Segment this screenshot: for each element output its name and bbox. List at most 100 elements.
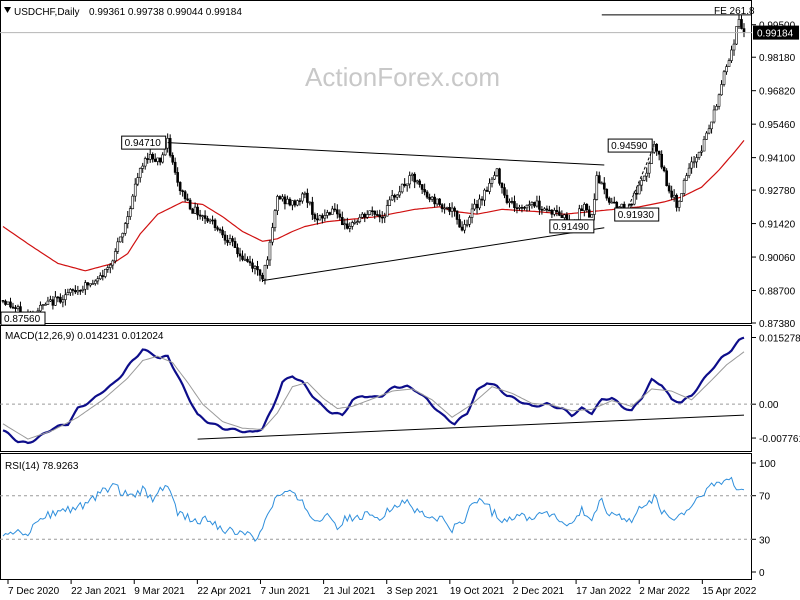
candle [695,154,698,168]
candle-body [123,223,127,234]
candle-body [373,210,377,215]
candle-body [166,138,169,149]
candle [206,215,209,224]
candle-body [520,207,524,209]
candle [390,189,394,201]
candle-body [171,155,174,163]
candle-body [717,94,721,107]
candle [735,26,738,46]
candle [588,205,591,218]
candle-body [535,200,539,207]
candle [258,268,262,282]
candle [51,296,55,310]
candle [116,237,120,255]
candle-body [278,196,282,200]
price-annotation-label: 0.94710 [125,138,162,149]
candle-body [266,259,269,266]
candle [682,178,686,197]
price-tick-label: 0.88700 [759,287,796,298]
candle-body [458,219,461,228]
candle-body [423,189,426,193]
candle-body [113,251,117,262]
candle-body [79,289,82,292]
candle-body [54,296,57,306]
candle [435,198,439,207]
candle [445,206,449,211]
candle [460,221,464,232]
candle-body [578,208,581,220]
candle [415,179,419,185]
candle-body [191,208,194,214]
candle [246,256,249,263]
candle-body [705,132,708,140]
candle [273,209,277,232]
candle [343,218,347,230]
candle-body [518,207,521,209]
candle-body [101,275,105,277]
candle-body [465,223,469,226]
candle-body [727,60,731,67]
candle [690,156,693,174]
candle-body [223,234,227,241]
candle [630,203,634,207]
candle-body [39,304,42,312]
candle-body [588,209,591,218]
candle [732,39,736,56]
candle [722,69,726,87]
candle-body [303,192,307,195]
candle-body [64,294,67,300]
candle [475,199,479,214]
candle [101,269,105,281]
candle [687,163,691,179]
candle [463,219,466,234]
candle-body [692,161,696,164]
candle [111,259,115,270]
candle [89,283,92,288]
price-annotation-box [0,311,46,326]
candle [336,204,339,219]
candle-body [515,207,519,209]
candle [660,150,663,170]
rsi-line [2,476,745,542]
macd-title: MACD(12,26,9) 0.014231 0.012024 [5,331,164,342]
candle [138,167,142,183]
candle-body [161,154,164,163]
candle [737,14,741,29]
candle [375,210,379,217]
candle-body [545,208,549,211]
candle-body [273,210,277,228]
candle [717,93,721,110]
candle-body [722,71,726,85]
candle-body [116,241,120,252]
candle [311,196,314,220]
candle-body [256,266,259,271]
candle [293,199,297,208]
candle [355,219,359,226]
candle-body [121,233,125,238]
candle-body [660,153,663,168]
candle-body [523,207,526,209]
time-tick-label: 3 Sep 2021 [387,586,439,597]
candle [430,195,434,202]
candle-body [425,191,429,198]
candle [136,172,140,187]
candle [525,204,529,212]
candle [533,201,536,208]
candle [203,210,207,224]
candle-body [168,138,172,156]
rsi-tick-label: 30 [759,535,771,546]
candle-body [602,182,606,190]
candle [727,58,731,67]
candle-body [612,201,616,204]
candle [425,190,429,200]
candle-body [326,212,329,216]
candle-body [483,189,486,201]
candle [198,209,202,220]
candle [458,214,461,228]
candle-body [448,207,451,212]
price-tick-label: 0.94100 [759,154,796,165]
candle [306,188,309,208]
candle-body [44,304,47,306]
candle-body [695,157,698,163]
candle-body [418,180,421,185]
